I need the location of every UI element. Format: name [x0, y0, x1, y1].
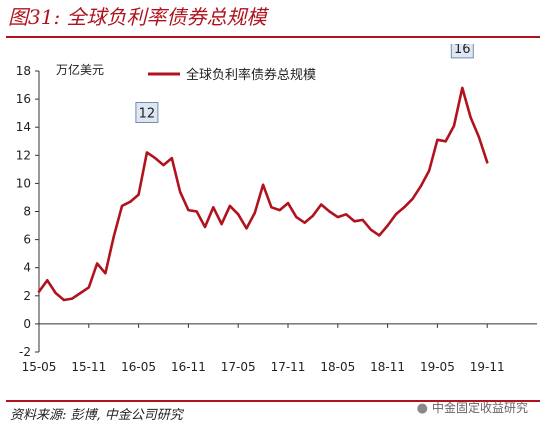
- data-point: [228, 204, 231, 207]
- data-point: [411, 197, 414, 200]
- x-tick-label: 17-11: [271, 360, 306, 374]
- x-tick-label: 19-05: [420, 360, 455, 374]
- annotation-box: [450, 44, 474, 59]
- y-tick-label: 8: [23, 205, 31, 219]
- data-point: [37, 290, 41, 293]
- data-point: [419, 185, 422, 188]
- chart-canvas: 万亿美元 全球负利率债券总规模 -2 0 2 4 6 8 10 12 14 16 18 15-05 15…: [16, 44, 537, 374]
- annotation-label: 16: [454, 44, 471, 57]
- data-point: [328, 210, 331, 213]
- x-tick-label: 17-05: [221, 360, 256, 374]
- wechat-icon: ●: [416, 401, 428, 416]
- data-point: [112, 235, 115, 238]
- legend: 全球负利率债券总规模: [148, 67, 316, 83]
- data-point: [403, 206, 406, 209]
- y-tick-label: 2: [23, 289, 31, 303]
- data-point: [79, 291, 82, 295]
- y-tick-label: -2: [19, 345, 31, 359]
- series-line: [37, 86, 489, 302]
- data-point: [452, 124, 456, 127]
- data-point: [187, 209, 190, 212]
- y-tick-label: 14: [16, 120, 31, 134]
- data-point: [154, 157, 157, 160]
- data-point: [137, 193, 140, 196]
- data-point: [145, 151, 148, 154]
- data-point: [203, 225, 207, 229]
- y-tick-label: 6: [23, 233, 31, 247]
- data-point: [46, 279, 49, 282]
- data-point: [303, 221, 306, 224]
- y-tick-label: 10: [16, 176, 31, 190]
- data-point: [104, 272, 107, 275]
- x-tick-label: 15-05: [22, 360, 57, 374]
- data-point: [477, 135, 480, 139]
- data-point: [179, 190, 182, 193]
- data-point: [253, 211, 256, 214]
- data-point: [270, 206, 273, 209]
- y-axis-label: 万亿美元: [56, 62, 104, 77]
- figure-title: 图31: 全球负利率债券总规模: [8, 5, 267, 29]
- data-point: [237, 213, 240, 216]
- data-point: [87, 286, 90, 289]
- x-tick-label: 19-11: [470, 360, 505, 374]
- x-tick-label: 16-05: [121, 360, 156, 374]
- data-point: [262, 183, 265, 186]
- data-point: [129, 200, 132, 203]
- data-point: [486, 161, 489, 164]
- data-point: [278, 209, 281, 212]
- data-point: [295, 216, 298, 219]
- axes: [35, 70, 537, 353]
- data-point: [469, 116, 472, 119]
- watermark-text: 中金固定收益研究: [431, 401, 528, 415]
- data-point: [436, 138, 439, 141]
- data-point: [378, 234, 381, 237]
- data-point: [71, 297, 74, 300]
- x-tick-label: 18-11: [370, 360, 405, 374]
- data-point: [444, 140, 447, 143]
- y-tick-label: 16: [16, 92, 31, 106]
- data-point: [120, 204, 124, 207]
- data-point: [428, 169, 431, 172]
- y-tick-label: 12: [16, 148, 31, 162]
- annotation-label: 12: [139, 106, 156, 121]
- data-point: [212, 206, 215, 209]
- data-point: [195, 210, 198, 213]
- y-tick-label: 4: [23, 261, 31, 275]
- x-tick-label: 15-11: [71, 360, 106, 374]
- y-tick-label: 18: [16, 64, 31, 78]
- data-point: [245, 227, 248, 230]
- data-point: [170, 157, 173, 160]
- x-tick-label: 18-05: [320, 360, 355, 374]
- data-point: [96, 262, 99, 265]
- watermark: ● 中金固定收益研究: [417, 399, 528, 416]
- y-tick-label: 0: [23, 317, 31, 331]
- data-point: [311, 214, 314, 217]
- x-tick-label: 16-11: [171, 360, 206, 374]
- source-divider: [6, 400, 540, 402]
- data-point: [54, 291, 57, 295]
- title-divider: [6, 36, 540, 38]
- data-point: [394, 213, 397, 216]
- annotation-box: [135, 101, 159, 123]
- data-point: [345, 213, 348, 216]
- data-point: [386, 224, 389, 227]
- data-point: [220, 223, 223, 226]
- series-layer: [37, 86, 489, 302]
- data-point: [369, 228, 373, 231]
- data-point: [336, 216, 339, 219]
- data-point: [286, 202, 290, 205]
- data-point: [461, 86, 464, 89]
- tick-labels: -2 0 2 4 6 8 10 12 14 16 18 15-05 15-11 16-05 16-11 17-…: [16, 64, 505, 374]
- data-point: [162, 164, 165, 167]
- source-note: 资料来源: 彭博, 中金公司研究: [10, 408, 183, 423]
- annotations: 12 16: [135, 44, 474, 123]
- data-point: [353, 220, 356, 223]
- data-point: [361, 218, 364, 221]
- legend-label: 全球负利率债券总规模: [186, 67, 316, 83]
- data-point: [320, 203, 323, 206]
- data-point: [62, 298, 65, 302]
